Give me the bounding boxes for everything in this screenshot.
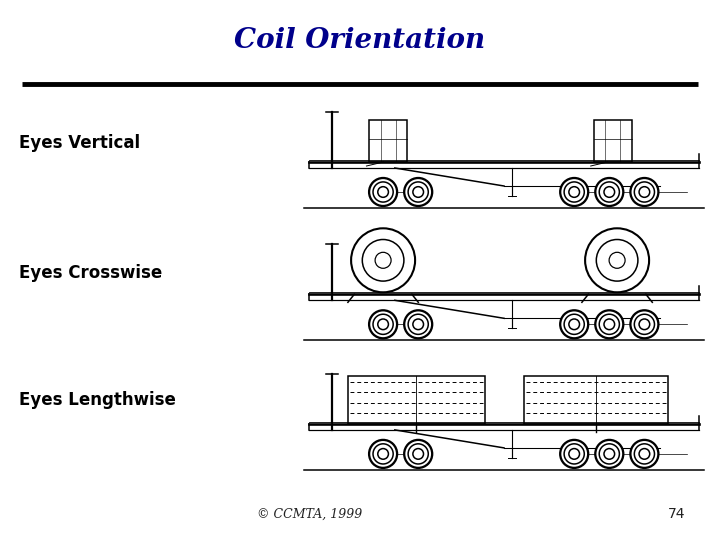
Circle shape xyxy=(378,187,388,197)
Circle shape xyxy=(595,440,624,468)
Text: Coil Orientation: Coil Orientation xyxy=(235,27,485,54)
Circle shape xyxy=(564,444,585,464)
Circle shape xyxy=(560,440,588,468)
Circle shape xyxy=(560,310,588,338)
Bar xyxy=(523,376,668,424)
Circle shape xyxy=(408,314,428,334)
Circle shape xyxy=(378,319,388,329)
Text: Eyes Crosswise: Eyes Crosswise xyxy=(19,264,163,282)
Circle shape xyxy=(413,449,423,459)
Circle shape xyxy=(569,319,580,329)
Bar xyxy=(594,120,631,162)
Circle shape xyxy=(639,187,649,197)
Circle shape xyxy=(595,310,624,338)
Circle shape xyxy=(375,252,391,268)
Circle shape xyxy=(569,449,580,459)
Circle shape xyxy=(634,444,654,464)
Circle shape xyxy=(604,319,615,329)
Circle shape xyxy=(369,440,397,468)
Circle shape xyxy=(404,178,432,206)
Circle shape xyxy=(413,187,423,197)
Circle shape xyxy=(599,444,619,464)
Circle shape xyxy=(369,310,397,338)
Circle shape xyxy=(634,182,654,202)
Circle shape xyxy=(408,444,428,464)
Circle shape xyxy=(634,314,654,334)
Circle shape xyxy=(369,178,397,206)
Circle shape xyxy=(351,228,415,292)
Circle shape xyxy=(560,178,588,206)
Circle shape xyxy=(378,449,388,459)
Circle shape xyxy=(596,240,638,281)
Circle shape xyxy=(631,440,658,468)
Circle shape xyxy=(564,182,585,202)
Bar xyxy=(369,120,408,162)
Circle shape xyxy=(609,252,625,268)
Circle shape xyxy=(639,449,649,459)
Circle shape xyxy=(604,449,615,459)
Circle shape xyxy=(408,182,428,202)
Circle shape xyxy=(404,310,432,338)
Circle shape xyxy=(604,187,615,197)
Circle shape xyxy=(373,314,393,334)
Circle shape xyxy=(373,444,393,464)
Circle shape xyxy=(564,314,585,334)
Circle shape xyxy=(404,440,432,468)
Bar xyxy=(348,376,485,424)
Circle shape xyxy=(631,178,658,206)
Circle shape xyxy=(362,240,404,281)
Circle shape xyxy=(599,182,619,202)
Circle shape xyxy=(569,187,580,197)
Circle shape xyxy=(599,314,619,334)
Circle shape xyxy=(585,228,649,292)
Circle shape xyxy=(413,319,423,329)
Text: Eyes Lengthwise: Eyes Lengthwise xyxy=(19,390,176,409)
Circle shape xyxy=(639,319,649,329)
Circle shape xyxy=(595,178,624,206)
Text: 74: 74 xyxy=(668,507,685,521)
Text: © CCMTA, 1999: © CCMTA, 1999 xyxy=(257,508,362,521)
Circle shape xyxy=(373,182,393,202)
Circle shape xyxy=(631,310,658,338)
Text: Eyes Vertical: Eyes Vertical xyxy=(19,134,140,152)
